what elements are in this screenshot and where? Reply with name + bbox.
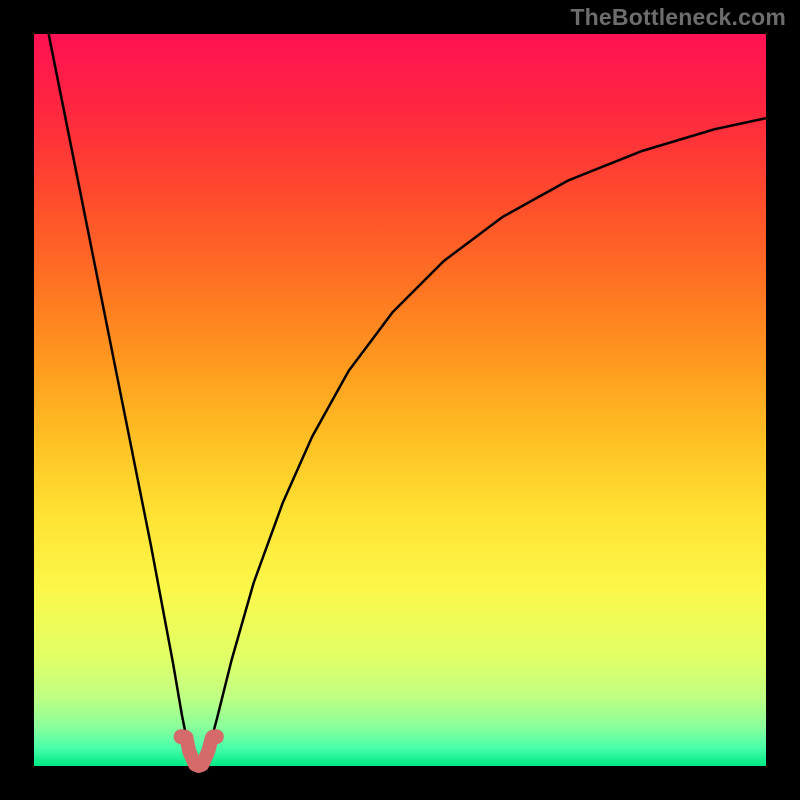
- figure-root: TheBottleneck.com: [0, 0, 800, 800]
- plot-background: [34, 34, 766, 766]
- optimal-zone-marker-left: [174, 729, 189, 744]
- bottleneck-chart: [0, 0, 800, 800]
- optimal-zone-marker-right: [209, 729, 224, 744]
- watermark-text: TheBottleneck.com: [570, 4, 786, 31]
